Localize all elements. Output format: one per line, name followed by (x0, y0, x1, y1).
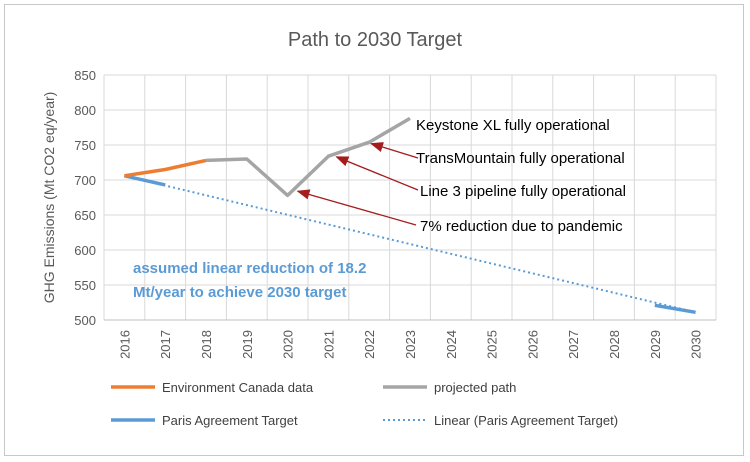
legend-label: Environment Canada data (162, 380, 314, 395)
y-tick-label: 800 (74, 103, 96, 118)
annotation-label: Keystone XL fully operational (416, 117, 610, 134)
x-tick-label: 2017 (158, 330, 173, 359)
legend-label: Linear (Paris Agreement Target) (434, 413, 618, 428)
annotation-label: TransMountain fully operational (416, 150, 625, 167)
x-tick-label: 2030 (689, 330, 704, 359)
y-tick-label: 700 (74, 173, 96, 188)
x-tick-label: 2028 (607, 330, 622, 359)
series-line-projected-path (205, 116, 411, 198)
annotation-arrow (335, 156, 419, 191)
x-tick-label: 2026 (525, 330, 540, 359)
y-tick-label: 850 (74, 68, 96, 83)
series-line-paris-target (124, 174, 166, 187)
annotation-arrow (369, 142, 419, 159)
x-tick-label: 2025 (485, 330, 500, 359)
y-tick-label: 650 (74, 208, 96, 223)
reduction-note-line: assumed linear reduction of 18.2 (133, 260, 366, 277)
reduction-note-line: Mt/year to achieve 2030 target (133, 284, 346, 301)
y-tick-label: 500 (74, 313, 96, 328)
x-tick-label: 2027 (566, 330, 581, 359)
annotation-label: Line 3 pipeline fully operational (420, 183, 626, 200)
x-tick-label: 2022 (362, 330, 377, 359)
x-tick-label: 2016 (117, 330, 132, 359)
legend-label: projected path (434, 380, 516, 395)
series-line-environment-canada (124, 158, 207, 178)
x-tick-label: 2029 (648, 330, 663, 359)
y-axis-label: GHG Emissions (Mt CO2 eq/year) (41, 92, 57, 304)
chart-frame (4, 4, 744, 456)
x-tick-label: 2023 (403, 330, 418, 359)
y-tick-label: 550 (74, 278, 96, 293)
x-tick-label: 2018 (199, 330, 214, 359)
y-tick-label: 750 (74, 138, 96, 153)
y-tick-label: 600 (74, 243, 96, 258)
annotation-label: 7% reduction due to pandemic (420, 218, 623, 235)
x-tick-label: 2020 (281, 330, 296, 359)
chart-title: Path to 2030 Target (288, 29, 463, 51)
x-tick-label: 2019 (240, 330, 255, 359)
x-tick-label: 2024 (444, 330, 459, 359)
annotation-arrow (296, 189, 417, 226)
legend-label: Paris Agreement Target (162, 413, 298, 428)
x-tick-label: 2021 (321, 330, 336, 359)
series-line-paris-target-end (654, 303, 696, 315)
